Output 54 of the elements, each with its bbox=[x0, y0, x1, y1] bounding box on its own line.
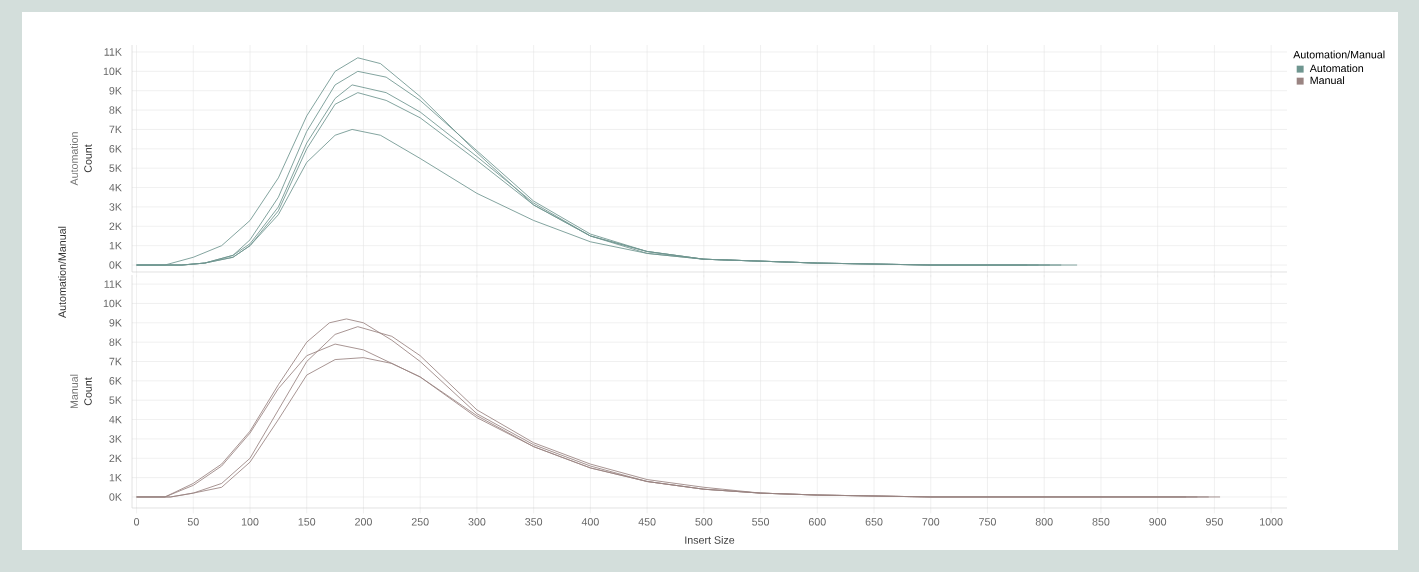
y-tick-label: 2K bbox=[109, 454, 122, 462]
y-tick-label: 1K bbox=[109, 241, 122, 250]
legend-title: Automation/Manual bbox=[1293, 50, 1385, 59]
x-tick-label: 850 bbox=[1092, 518, 1110, 526]
x-tick-label: 200 bbox=[355, 518, 372, 526]
y-tick-label: 10K bbox=[103, 67, 122, 76]
text: Manual bbox=[70, 374, 78, 409]
y-tick-label: 5K bbox=[109, 164, 122, 172]
x-tick-label: 1000 bbox=[1260, 518, 1283, 526]
x-tick-label: 800 bbox=[1035, 518, 1053, 526]
x-tick-label: 400 bbox=[581, 518, 599, 526]
x-tick-label: 300 bbox=[468, 518, 486, 526]
y-tick-label: 6K bbox=[109, 377, 122, 385]
y-tick-label: 9K bbox=[109, 86, 122, 95]
legend-label: Manual bbox=[1310, 76, 1345, 85]
x-tick-label: 700 bbox=[922, 518, 940, 526]
y-tick-label: 7K bbox=[109, 357, 122, 366]
x-tick-label: 950 bbox=[1206, 518, 1223, 526]
y-tick-label: 11K bbox=[104, 280, 122, 288]
y-tick-label: 9K bbox=[109, 319, 122, 327]
y-tick-label: 4K bbox=[109, 415, 122, 424]
y-tick-label: 3K bbox=[109, 203, 122, 211]
x-tick-label: 50 bbox=[187, 518, 199, 526]
x-tick-label: 650 bbox=[865, 518, 883, 526]
x-tick-label: 750 bbox=[979, 518, 996, 526]
y-tick-label: 3K bbox=[109, 435, 122, 443]
y-tick-label: 4K bbox=[109, 183, 122, 192]
y-tick-label: 0K bbox=[109, 493, 122, 501]
x-tick-label: 500 bbox=[695, 518, 713, 526]
y-tick-label: 8K bbox=[109, 106, 122, 114]
x-tick-label: 450 bbox=[638, 518, 656, 526]
y-axis-title: Count bbox=[84, 144, 92, 173]
y-tick-label: 10K bbox=[103, 299, 122, 308]
x-tick-label: 550 bbox=[752, 518, 770, 526]
y-tick-label: 6K bbox=[109, 145, 122, 153]
x-tick-label: 150 bbox=[298, 518, 316, 526]
x-tick-label: 100 bbox=[241, 518, 259, 526]
y-tick-label: 5K bbox=[109, 396, 122, 404]
y-tick-label: 1K bbox=[109, 473, 122, 482]
y-tick-label: 0K bbox=[109, 261, 122, 269]
legend-label: Automation bbox=[1309, 64, 1364, 73]
x-axis-title: Insert Size bbox=[685, 536, 735, 544]
text: Automation bbox=[70, 132, 78, 186]
x-tick-label: 250 bbox=[411, 518, 429, 526]
x-tick-label: 900 bbox=[1149, 518, 1167, 526]
x-tick-label: 350 bbox=[525, 518, 543, 526]
text: Automation/Manual bbox=[58, 226, 66, 318]
y-tick-label: 11K bbox=[104, 48, 122, 56]
y-tick-label: 8K bbox=[109, 338, 122, 346]
x-tick-label: 600 bbox=[808, 518, 826, 526]
y-tick-label: 2K bbox=[109, 222, 122, 231]
y-tick-label: 7K bbox=[109, 125, 122, 134]
x-tick-label: 0 bbox=[134, 518, 140, 526]
y-axis-title: Count bbox=[84, 377, 92, 406]
